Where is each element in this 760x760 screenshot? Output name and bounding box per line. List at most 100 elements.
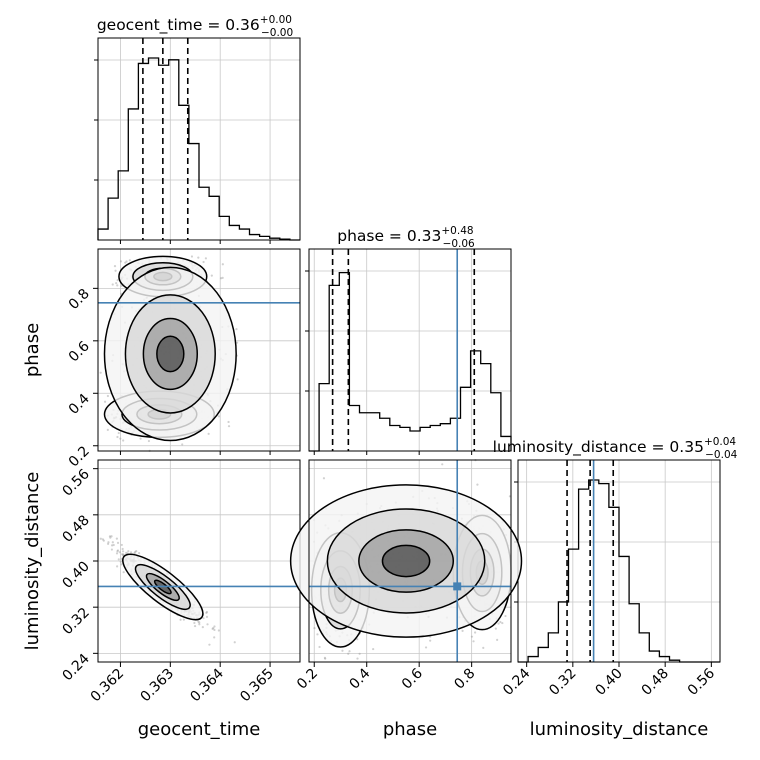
sample-point [322, 477, 326, 480]
x-axis-label-geocent_time: geocent_time [138, 719, 261, 740]
histogram-geocent_time [97, 57, 300, 241]
sample-point [205, 615, 209, 618]
sample-point [324, 657, 327, 660]
sample-point [313, 626, 316, 630]
sample-point [201, 626, 204, 629]
sample-point [111, 541, 114, 544]
sample-point [233, 641, 236, 644]
scatter-panel-phase-vs-geocent_time [98, 249, 300, 452]
sample-point [134, 550, 137, 554]
sample-point [116, 284, 119, 287]
sample-point [121, 553, 124, 556]
sample-point [341, 649, 344, 652]
sample-point [135, 550, 138, 553]
sample-point [202, 617, 205, 620]
sample-point [99, 371, 102, 374]
sample-point [112, 543, 115, 547]
sample-point [205, 611, 208, 614]
y-tick-label: 0.48 [59, 512, 92, 545]
y-tick-label: 0.2 [66, 443, 93, 470]
sample-point [348, 650, 351, 653]
sample-point [429, 639, 432, 642]
sample-point [441, 463, 444, 466]
x-tick-label: 0.32 [546, 666, 579, 699]
sample-point [494, 627, 497, 630]
sample-point [358, 652, 361, 655]
sample-point [181, 443, 184, 446]
histogram-phase [309, 271, 512, 452]
sample-point [504, 614, 507, 618]
sample-point [508, 495, 511, 498]
sample-point [107, 541, 110, 544]
y-tick-label: 0.24 [59, 651, 92, 684]
sample-point [202, 260, 205, 264]
y-axis-label-luminosity_distance: luminosity_distance [22, 472, 43, 651]
sample-point [115, 281, 118, 285]
sample-point [235, 327, 238, 331]
sample-point [114, 269, 117, 272]
sample-point [472, 640, 475, 643]
sample-point [235, 341, 239, 344]
sample-point [113, 265, 117, 268]
sample-point [111, 283, 114, 286]
sample-point [121, 550, 125, 553]
sample-point [117, 558, 120, 561]
sample-point [219, 277, 223, 280]
sample-point [102, 539, 105, 542]
sample-point [116, 565, 119, 568]
sample-point [316, 633, 319, 636]
sample-point [106, 394, 110, 398]
x-tick-label: 0.362 [88, 666, 128, 706]
sample-point [129, 551, 133, 554]
histogram-luminosity_distance [518, 479, 720, 663]
sample-point [461, 629, 464, 632]
y-tick-label: 0.32 [59, 605, 92, 638]
sample-point [213, 636, 216, 639]
sample-point [122, 439, 125, 442]
sample-point [125, 551, 128, 555]
sample-point [212, 626, 215, 630]
sample-point [119, 437, 122, 440]
sample-point [110, 548, 114, 551]
sample-point [106, 542, 110, 545]
sample-point [103, 400, 107, 403]
x-tick-label: 0.364 [187, 665, 227, 705]
sample-point [236, 378, 239, 381]
scatter-frame [97, 248, 301, 452]
sample-point [227, 420, 230, 424]
sample-point [121, 547, 124, 551]
y-tick-label: 0.40 [59, 559, 92, 592]
sample-point [108, 535, 112, 538]
x-axis-label-phase: phase [383, 719, 437, 740]
truth-marker [453, 582, 462, 591]
sample-point [139, 437, 142, 440]
contour-level [381, 544, 431, 578]
x-tick-label: 0.48 [639, 666, 672, 699]
sample-point [197, 620, 200, 623]
sample-point [120, 563, 123, 566]
sample-point [109, 536, 112, 539]
sample-point [110, 535, 113, 538]
y-axis-label-phase: phase [22, 323, 43, 377]
sample-point [210, 274, 213, 277]
sample-point [116, 550, 119, 553]
hist-panel-phase [305, 249, 512, 452]
sample-point [227, 425, 231, 428]
sample-point [115, 537, 118, 540]
sample-point [122, 553, 125, 556]
sample-point [499, 620, 502, 624]
y-tick-label: 0.4 [66, 391, 93, 418]
sample-point [193, 621, 196, 625]
sample-point [110, 544, 114, 547]
y-tick-label: 0.6 [66, 338, 93, 365]
scatter-frame [308, 459, 512, 663]
sample-point [119, 560, 122, 563]
x-tick-label: 0.6 [399, 665, 426, 692]
hist-frame [97, 37, 301, 241]
sample-point [117, 431, 120, 435]
sample-point [318, 645, 321, 649]
sample-point [347, 652, 350, 655]
x-tick-label: 0.365 [237, 666, 277, 706]
sample-point [206, 623, 209, 626]
